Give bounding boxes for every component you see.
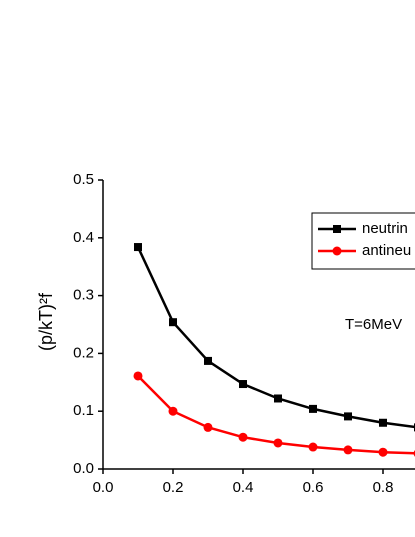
x-tick-label: 0.2 xyxy=(163,479,184,496)
x-tick-label: 0.4 xyxy=(233,479,254,496)
marker xyxy=(343,445,353,455)
marker xyxy=(309,404,317,413)
marker xyxy=(168,406,178,416)
x-tick-label: 0.0 xyxy=(93,479,114,496)
y-axis-label: (p/kT)²f xyxy=(36,292,56,351)
marker xyxy=(378,447,388,457)
y-tick-label: 0.1 xyxy=(73,402,94,419)
x-tick-label: 0.6 xyxy=(303,479,324,496)
marker xyxy=(133,371,143,381)
marker xyxy=(239,380,247,389)
legend-marker xyxy=(332,246,342,256)
marker xyxy=(134,243,142,252)
legend-label: antineu xyxy=(362,242,411,259)
x-tick-label: 0.8 xyxy=(373,479,394,496)
y-tick-label: 0.2 xyxy=(73,344,94,361)
y-tick-label: 0.5 xyxy=(73,171,94,188)
marker xyxy=(204,356,212,365)
legend-box xyxy=(311,212,415,270)
legend-label: neutrin xyxy=(362,220,408,237)
marker xyxy=(273,438,283,448)
y-tick-label: 0.4 xyxy=(73,229,94,246)
marker xyxy=(344,412,352,421)
y-tick-label: 0.3 xyxy=(73,287,94,304)
marker xyxy=(238,432,248,442)
marker xyxy=(379,418,387,427)
annotation: T=6MeV xyxy=(345,316,402,333)
marker xyxy=(274,394,282,403)
y-tick-label: 0.0 xyxy=(73,460,94,477)
legend-marker xyxy=(333,225,341,233)
marker xyxy=(169,318,177,327)
marker xyxy=(203,422,213,432)
marker xyxy=(308,442,318,452)
